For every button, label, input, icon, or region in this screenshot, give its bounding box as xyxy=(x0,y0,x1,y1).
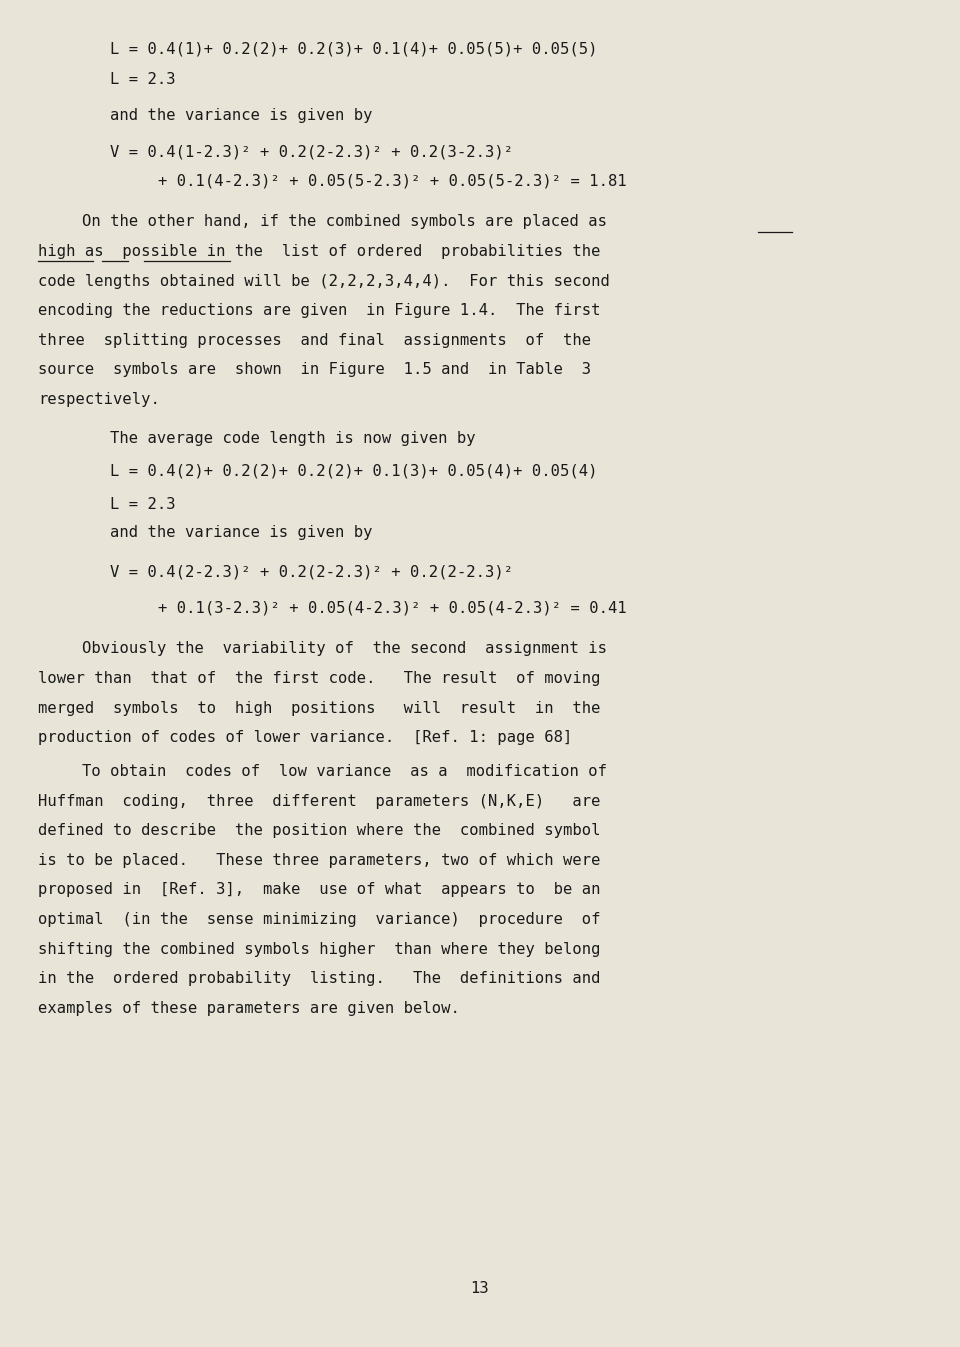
Text: shifting the combined symbols higher  than where they belong: shifting the combined symbols higher tha… xyxy=(38,942,601,956)
Text: Huffman  coding,  three  different  parameters (N,K,E)   are: Huffman coding, three different paramete… xyxy=(38,793,601,808)
Text: 13: 13 xyxy=(470,1281,490,1296)
Text: and the variance is given by: and the variance is given by xyxy=(110,108,372,123)
Text: respectively.: respectively. xyxy=(38,392,160,407)
Text: examples of these parameters are given below.: examples of these parameters are given b… xyxy=(38,1001,460,1016)
Text: L = 0.4(1)+ 0.2(2)+ 0.2(3)+ 0.1(4)+ 0.05(5)+ 0.05(5): L = 0.4(1)+ 0.2(2)+ 0.2(3)+ 0.1(4)+ 0.05… xyxy=(110,42,598,57)
Text: + 0.1(4-2.3)² + 0.05(5-2.3)² + 0.05(5-2.3)² = 1.81: + 0.1(4-2.3)² + 0.05(5-2.3)² + 0.05(5-2.… xyxy=(158,174,627,189)
Text: merged  symbols  to  high  positions   will  result  in  the: merged symbols to high positions will re… xyxy=(38,700,601,715)
Text: production of codes of lower variance.  [Ref. 1: page 68]: production of codes of lower variance. [… xyxy=(38,730,573,745)
Text: and the variance is given by: and the variance is given by xyxy=(110,525,372,540)
Text: To obtain  codes of  low variance  as a  modification of: To obtain codes of low variance as a mod… xyxy=(82,764,607,779)
Text: three  splitting processes  and final  assignments  of  the: three splitting processes and final assi… xyxy=(38,333,591,348)
Text: The average code length is now given by: The average code length is now given by xyxy=(110,431,476,446)
Text: encoding the reductions are given  in Figure 1.4.  The first: encoding the reductions are given in Fig… xyxy=(38,303,601,318)
Text: lower than  that of  the first code.   The result  of moving: lower than that of the first code. The r… xyxy=(38,671,601,686)
Text: in the  ordered probability  listing.   The  definitions and: in the ordered probability listing. The … xyxy=(38,971,601,986)
Text: source  symbols are  shown  in Figure  1.5 and  in Table  3: source symbols are shown in Figure 1.5 a… xyxy=(38,362,591,377)
Text: high as  possible in the  list of ordered  probabilities the: high as possible in the list of ordered … xyxy=(38,244,601,259)
Text: L = 0.4(2)+ 0.2(2)+ 0.2(2)+ 0.1(3)+ 0.05(4)+ 0.05(4): L = 0.4(2)+ 0.2(2)+ 0.2(2)+ 0.1(3)+ 0.05… xyxy=(110,463,598,478)
Text: On the other hand, if the combined symbols are placed as: On the other hand, if the combined symbo… xyxy=(82,214,607,229)
Text: optimal  (in the  sense minimizing  variance)  procedure  of: optimal (in the sense minimizing varianc… xyxy=(38,912,601,927)
Text: V = 0.4(1-2.3)² + 0.2(2-2.3)² + 0.2(3-2.3)²: V = 0.4(1-2.3)² + 0.2(2-2.3)² + 0.2(3-2.… xyxy=(110,144,514,159)
Text: L = 2.3: L = 2.3 xyxy=(110,71,176,86)
Text: proposed in  [Ref. 3],  make  use of what  appears to  be an: proposed in [Ref. 3], make use of what a… xyxy=(38,882,601,897)
Text: code lengths obtained will be (2,2,2,3,4,4).  For this second: code lengths obtained will be (2,2,2,3,4… xyxy=(38,273,611,288)
Text: + 0.1(3-2.3)² + 0.05(4-2.3)² + 0.05(4-2.3)² = 0.41: + 0.1(3-2.3)² + 0.05(4-2.3)² + 0.05(4-2.… xyxy=(158,601,627,616)
Text: Obviously the  variability of  the second  assignment is: Obviously the variability of the second … xyxy=(82,641,607,656)
Text: is to be placed.   These three parameters, two of which were: is to be placed. These three parameters,… xyxy=(38,853,601,867)
Text: L = 2.3: L = 2.3 xyxy=(110,497,176,512)
Text: V = 0.4(2-2.3)² + 0.2(2-2.3)² + 0.2(2-2.3)²: V = 0.4(2-2.3)² + 0.2(2-2.3)² + 0.2(2-2.… xyxy=(110,564,514,579)
Text: defined to describe  the position where the  combined symbol: defined to describe the position where t… xyxy=(38,823,601,838)
